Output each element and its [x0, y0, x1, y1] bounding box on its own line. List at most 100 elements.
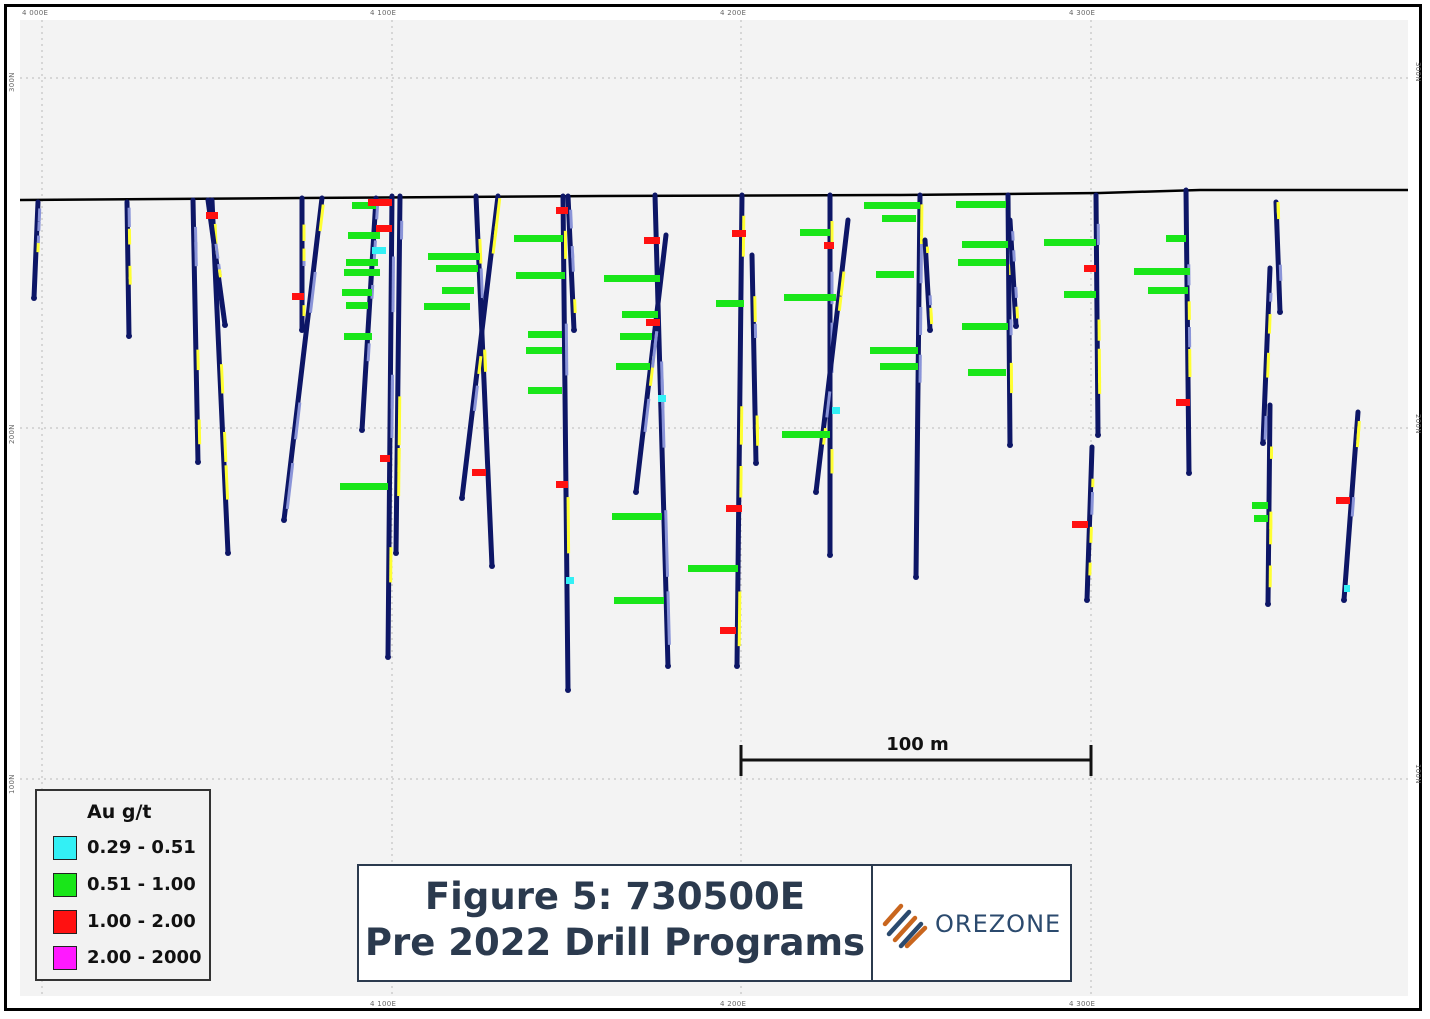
drill-hole-end-marker — [1265, 601, 1271, 607]
gold-grade-interval — [376, 225, 392, 232]
drill-hole-lithology-segment — [224, 465, 230, 500]
logo-text: OREZONE — [935, 910, 1062, 938]
drill-hole-trace — [813, 217, 851, 495]
gold-grade-interval — [800, 229, 830, 236]
drill-hole-lithology-segment — [472, 385, 479, 412]
drill-hole-end-marker — [633, 489, 639, 495]
northing-label-right: 300N — [1414, 62, 1422, 82]
drill-hole-lithology-segment — [370, 284, 375, 299]
drill-hole-lithology-segment — [37, 208, 42, 222]
drill-hole-trace — [1005, 192, 1013, 448]
drill-hole-lithology-segment — [294, 402, 302, 440]
northing-label-right: 100N — [1414, 764, 1422, 784]
drill-hole-lithology-segment — [643, 398, 651, 433]
gold-grade-interval — [962, 241, 1008, 248]
drill-hole-lithology-segment — [483, 349, 488, 371]
gold-grade-interval — [346, 302, 368, 309]
drill-hole-end-marker — [1084, 597, 1090, 603]
gold-grade-interval — [832, 407, 840, 414]
drill-hole-lithology-segment — [1263, 415, 1268, 440]
drill-hole-end-marker — [359, 427, 365, 433]
gold-grade-interval — [1072, 521, 1088, 528]
drill-hole-trace — [1265, 402, 1273, 607]
gold-grade-interval — [528, 387, 562, 394]
drill-hole-end-marker — [31, 295, 37, 301]
drill-hole-lithology-segment — [493, 197, 502, 237]
drill-hole-lithology-segment — [318, 204, 325, 232]
gold-grade-interval — [556, 481, 568, 488]
drill-hole-lithology-segment — [1014, 286, 1018, 298]
drill-hole-end-marker — [1095, 432, 1101, 438]
drill-hole-end-marker — [1186, 470, 1192, 476]
northing-label-left: 300N — [8, 72, 16, 92]
gold-grade-interval — [472, 469, 486, 476]
gold-grade-interval — [870, 347, 918, 354]
easting-label-bottom: 4 300E — [1069, 1000, 1096, 1008]
drill-hole-trace — [124, 199, 132, 339]
legend-swatch — [53, 836, 77, 860]
drill-hole-end-marker — [195, 459, 201, 465]
gold-grade-interval — [1344, 585, 1350, 592]
gold-grade-interval — [436, 265, 478, 272]
drill-hole-lithology-segment — [219, 364, 225, 394]
drill-hole-lithology-segment — [1350, 496, 1356, 517]
northing-label-left: 100N — [8, 774, 16, 794]
orezone-logo-mark-icon — [882, 903, 928, 949]
drill-hole-lithology-segment — [837, 296, 843, 311]
drill-hole-lithology-segment — [566, 497, 571, 554]
gold-grade-interval — [646, 319, 660, 326]
gold-grade-interval — [372, 247, 386, 254]
drill-hole-lithology-segment — [1089, 526, 1093, 543]
drill-hole-trace — [565, 193, 577, 333]
drill-hole-lithology-segment — [737, 591, 742, 647]
gold-grade-interval — [962, 323, 1008, 330]
drill-hole-end-marker — [393, 550, 399, 556]
gold-grade-interval — [424, 303, 470, 310]
easting-label-bottom: 4 100E — [370, 1000, 397, 1008]
drill-hole-end-marker — [734, 663, 740, 669]
gold-grade-interval — [612, 513, 662, 520]
drill-hole-trace — [922, 237, 933, 333]
drill-hole-end-marker — [827, 552, 833, 558]
drill-hole-lithology-segment — [1267, 314, 1272, 334]
drill-hole-trace — [1183, 187, 1192, 476]
legend-swatch — [53, 910, 77, 934]
gold-grade-interval — [556, 207, 568, 214]
drill-hole-lithology-segment — [651, 331, 659, 368]
drill-hole-end-marker — [1260, 440, 1266, 446]
gold-grade-interval — [428, 253, 480, 260]
drill-hole-lithology-segment — [1015, 306, 1020, 319]
drill-hole-trace — [393, 193, 403, 556]
easting-label-bottom: 4 200E — [720, 1000, 747, 1008]
drill-hole-end-marker — [1341, 597, 1347, 603]
drill-hole-trace — [1341, 409, 1361, 603]
legend-title: Au g/t — [87, 801, 152, 823]
drill-hole-end-marker — [225, 550, 231, 556]
drill-hole-trace — [31, 199, 41, 301]
legend-item-label: 1.00 - 2.00 — [87, 911, 196, 932]
drill-hole-lithology-segment — [666, 591, 671, 645]
figure-title-box: Figure 5: 730500E Pre 2022 Drill Program… — [357, 864, 1072, 982]
gold-grade-interval — [344, 269, 380, 276]
drill-hole-end-marker — [281, 517, 287, 523]
easting-label-top: 4 000E — [22, 9, 49, 17]
gold-grade-interval — [882, 215, 916, 222]
drill-hole-lithology-segment — [1012, 250, 1016, 262]
legend-item-label: 0.29 - 0.51 — [87, 837, 196, 858]
drill-hole-trace — [385, 193, 395, 660]
gold-grade-interval — [644, 237, 660, 244]
drill-hole-lithology-segment — [1355, 434, 1360, 448]
gold-grade-interval — [292, 293, 304, 300]
drill-hole-end-marker — [913, 574, 919, 580]
drill-hole-end-marker — [1007, 442, 1013, 448]
figure-title-line-1: Figure 5: 730500E — [424, 875, 806, 918]
drill-hole-lithology-segment — [214, 243, 220, 259]
drill-hole-lithology-segment — [569, 209, 573, 229]
drill-hole-lithology-segment — [477, 356, 483, 375]
drill-hole-lithology-segment — [223, 431, 228, 463]
gold-grade-interval — [1254, 515, 1268, 522]
gold-grade-interval — [340, 483, 388, 490]
drill-hole-trace — [1273, 199, 1283, 315]
drill-hole-lithology-segment — [929, 312, 934, 325]
